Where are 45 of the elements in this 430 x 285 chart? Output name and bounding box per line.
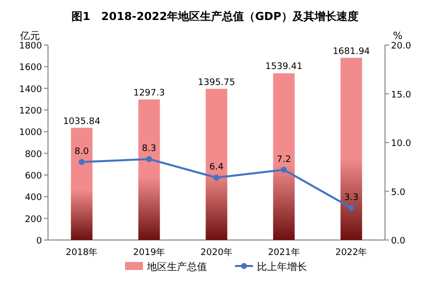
data-label: 8.0 (74, 147, 90, 157)
y-tick-label: 200 (24, 214, 42, 225)
chart-title: 图1 2018-2022年地区生产总值（GDP）及其增长速度 (72, 10, 358, 23)
y2-tick-label: 5.0 (391, 188, 406, 198)
y2-tick-label: 15.0 (391, 90, 412, 100)
bar (340, 58, 362, 240)
y-axis-title: 亿元 (19, 31, 40, 42)
data-label: 1681.94 (332, 46, 370, 57)
data-label: 1035.84 (63, 116, 101, 127)
y-tick-label: 600 (24, 172, 42, 182)
point (348, 204, 354, 211)
x-tick-label: 2022年 (335, 247, 368, 258)
y-tick-label: 1200 (19, 106, 42, 116)
legend-label: 比上年增长 (257, 261, 307, 273)
x-tick-label: 2020年 (200, 247, 232, 258)
legend-label: 地区生产总值 (146, 261, 207, 273)
y2-tick-label: 0.0 (391, 236, 406, 246)
y-tick-label: 1000 (19, 128, 42, 138)
bar (273, 73, 295, 240)
data-label: 7.2 (276, 154, 292, 165)
point (214, 174, 220, 181)
bar (206, 88, 228, 240)
x-tick-label: 2018年 (66, 247, 98, 258)
y2-axis-title: % (393, 31, 403, 42)
data-label: 8.3 (142, 144, 156, 154)
data-label: 3.3 (344, 192, 358, 203)
point (280, 166, 287, 173)
x-tick-label: 2019年 (133, 247, 166, 258)
y-tick-label: 1800 (19, 42, 42, 52)
y-tick-label: 1400 (19, 84, 42, 95)
bar (138, 99, 160, 240)
data-label: 6.4 (209, 162, 224, 173)
y-tick-label: 1600 (19, 63, 42, 74)
point (146, 156, 152, 162)
y-tick-label: 0 (36, 236, 42, 246)
data-label: 1395.75 (198, 78, 236, 88)
data-label: 1297.3 (133, 88, 165, 98)
point (78, 159, 85, 165)
data-label: 1539.41 (265, 62, 303, 72)
y2-tick-label: 10.0 (391, 139, 412, 149)
x-tick-label: 2021年 (268, 247, 300, 258)
y2-tick-label: 20.0 (391, 42, 412, 52)
bar (70, 128, 92, 240)
y-tick-label: 800 (24, 150, 42, 160)
y-tick-label: 400 (24, 193, 42, 204)
